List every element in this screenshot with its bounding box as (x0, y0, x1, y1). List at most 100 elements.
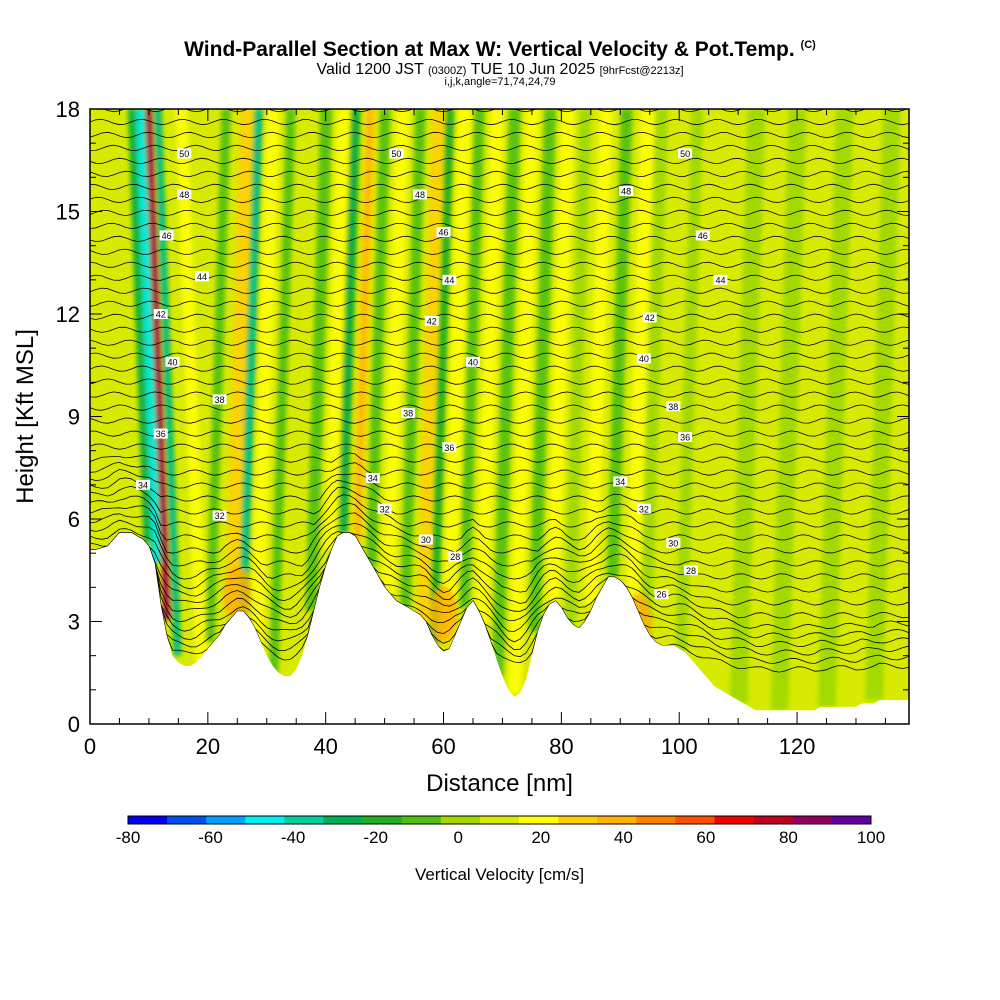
velocity-core-13 (340, 109, 358, 533)
velocity-bands (127, 109, 901, 711)
theta-label-10: 44 (442, 274, 457, 285)
theta-label-text: 28 (450, 552, 460, 562)
velocity-band-9 (269, 109, 296, 673)
theta-label-text: 44 (715, 275, 725, 285)
velocity-band-33 (675, 109, 704, 653)
theta-contours (90, 109, 909, 673)
theta-label-text: 50 (391, 149, 401, 159)
theta-label-text: 36 (156, 429, 166, 439)
velocity-band-10 (285, 109, 315, 670)
theta-label-text: 42 (156, 310, 166, 320)
theta-line-37 (90, 209, 909, 217)
theta-label-text: 30 (668, 538, 678, 548)
theta-label-box (424, 315, 439, 326)
colorbar-segment-0 (128, 816, 168, 824)
y-axis-title: Height [Kft MSL] (12, 329, 39, 504)
colorbar-tick-label: 20 (531, 828, 550, 847)
theta-label-15: 40 (165, 356, 180, 367)
y-tick-label: 6 (68, 507, 80, 532)
theta-label-19: 38 (401, 408, 416, 419)
theta-line-29 (90, 313, 909, 320)
x-tick-label: 40 (313, 734, 337, 759)
theta-label-box (666, 401, 681, 412)
theta-label-0: 50 (177, 148, 192, 159)
theta-line-38 (90, 196, 909, 204)
colorbar-segment-16 (753, 816, 794, 824)
theta-label-31: 30 (666, 537, 681, 548)
colorbar-tick-label: 80 (779, 828, 798, 847)
velocity-band-35 (729, 109, 766, 704)
theta-line-25 (90, 365, 909, 372)
theta-label-box (418, 534, 433, 545)
forecast-info: [9hrFcst@2213z] (599, 65, 684, 77)
theta-label-box (613, 476, 628, 487)
theta-line-8 (90, 532, 909, 593)
velocity-band-24 (508, 109, 539, 694)
title-text: Wind-Parallel Section at Max W: Vertical… (184, 38, 795, 61)
theta-label-text: 50 (680, 149, 690, 159)
theta-contour-labels: 50 50 50 48 48 48 46 46 46 44 44 44 42 42 42 40 40 40 38 38… (136, 148, 728, 600)
velocity-band-6 (225, 109, 254, 615)
theta-line-36 (90, 222, 909, 230)
theta-label-text: 38 (215, 395, 225, 405)
low-level-cell-1 (429, 586, 458, 643)
theta-label-text: 48 (415, 190, 425, 200)
theta-line-28 (90, 326, 909, 333)
theta-label-box (194, 271, 209, 282)
theta-label-23: 36 (678, 432, 693, 443)
theta-label-34: 26 (654, 589, 669, 600)
colorbar-segment-4 (284, 816, 325, 824)
theta-line-39 (90, 183, 909, 191)
velocity-field (90, 109, 909, 724)
theta-label-text: 38 (668, 402, 678, 412)
terrain-fill (90, 532, 909, 724)
theta-label-box (365, 473, 380, 483)
colorbar-tick-label: -40 (281, 828, 306, 847)
theta-label-text: 48 (179, 190, 189, 200)
y-tick-label: 15 (56, 200, 80, 225)
theta-label-32: 28 (448, 551, 463, 562)
colorbar-tick-label: 40 (614, 828, 633, 847)
valid-time: Valid 1200 JST (0300Z) TUE 10 Jun 2025 [… (0, 61, 1000, 79)
low-level-cell-3 (223, 566, 252, 623)
velocity-band-23 (491, 109, 521, 677)
theta-label-box (159, 230, 174, 241)
theta-label-text: 30 (421, 535, 431, 545)
theta-line-24 (90, 378, 909, 385)
velocity-band-31 (640, 109, 668, 636)
theta-label-text: 38 (403, 409, 413, 419)
y-tick-label: 3 (68, 610, 80, 635)
theta-line-13 (90, 494, 909, 528)
velocity-core-14 (355, 109, 373, 542)
theta-label-text: 42 (427, 316, 437, 326)
theta-label-25: 34 (365, 473, 380, 484)
theta-label-box (389, 148, 404, 159)
colorbar-segment-12 (597, 816, 637, 824)
valid-prefix: Valid 1200 JST (316, 61, 424, 78)
x-tick-label: 0 (84, 734, 96, 759)
velocity-band-37 (817, 109, 854, 707)
velocity-band-28 (584, 109, 613, 605)
theta-label-text: 32 (215, 511, 225, 521)
theta-label-26: 34 (613, 476, 628, 487)
theta-label-8: 46 (695, 230, 710, 241)
velocity-band-18 (416, 109, 445, 622)
theta-line-44 (90, 118, 909, 126)
theta-line-17 (90, 461, 909, 476)
theta-label-text: 50 (179, 149, 189, 159)
colorbar-segment-3 (245, 816, 285, 824)
x-tick-label: 100 (661, 734, 698, 759)
theta-line-7 (90, 532, 909, 606)
theta-line-42 (90, 144, 909, 152)
theta-label-box (695, 230, 710, 241)
theta-label-28: 32 (377, 503, 392, 514)
theta-label-text: 36 (444, 443, 454, 453)
theta-label-11: 44 (713, 274, 728, 285)
velocity-band-5 (205, 109, 231, 642)
theta-line-22 (90, 404, 909, 411)
theta-label-3: 48 (177, 189, 192, 200)
theta-label-box (401, 408, 416, 419)
theta-label-box (678, 432, 693, 442)
theta-line-12 (90, 502, 909, 541)
